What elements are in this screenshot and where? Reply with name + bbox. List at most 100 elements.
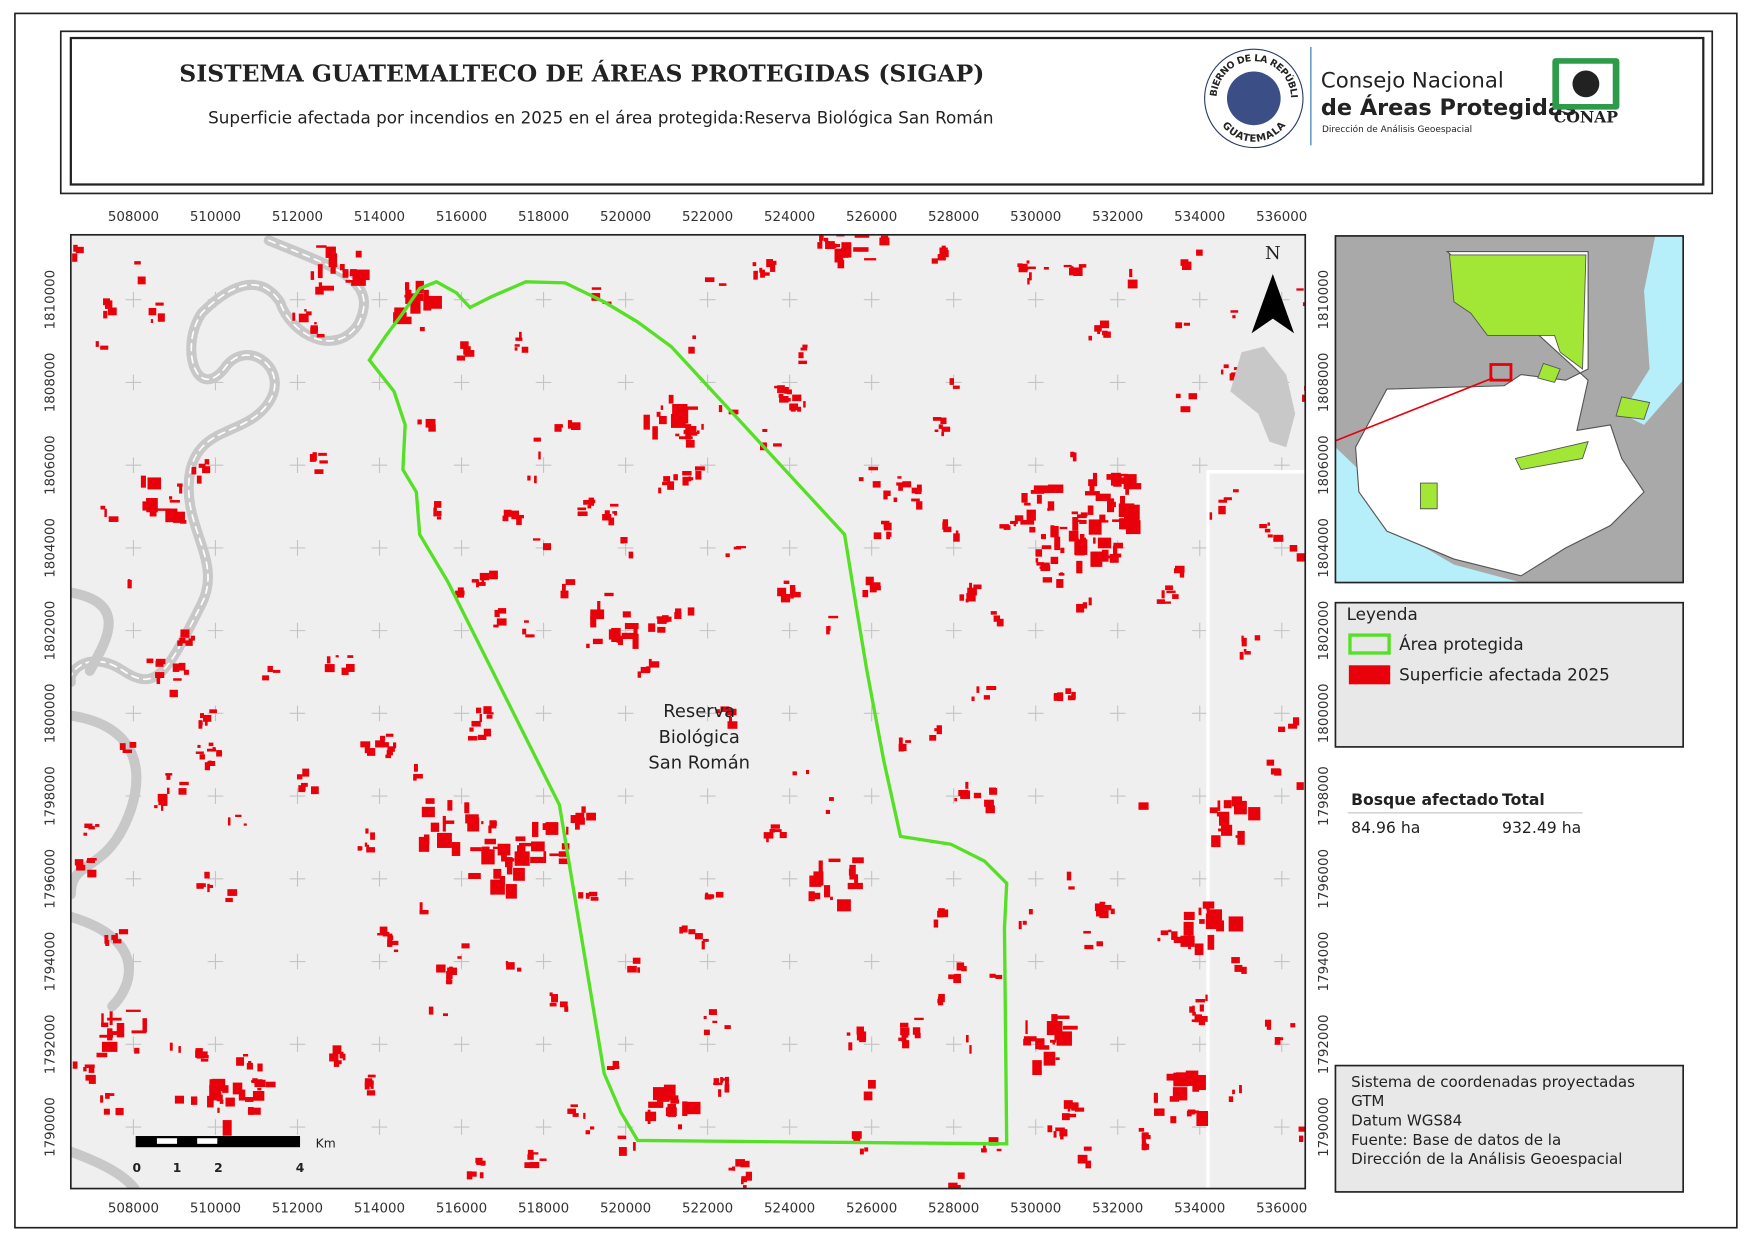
fire-patch bbox=[86, 859, 95, 863]
fire-patch bbox=[952, 385, 960, 389]
fire-patch bbox=[981, 1148, 987, 1153]
fire-patch bbox=[517, 967, 522, 972]
north-label: N bbox=[1265, 243, 1281, 264]
x-tick-label: 526000 bbox=[846, 210, 897, 225]
fire-patch bbox=[837, 259, 845, 269]
fire-patch bbox=[385, 754, 392, 759]
fire-patch bbox=[100, 505, 106, 510]
grid-cross bbox=[371, 291, 388, 308]
fire-patch bbox=[989, 788, 998, 795]
river-centerline bbox=[70, 239, 365, 683]
fire-patch bbox=[352, 275, 360, 282]
grid-cross bbox=[617, 788, 634, 804]
fire-patch bbox=[826, 626, 830, 635]
grid-cross bbox=[945, 540, 962, 556]
fire-patch bbox=[423, 834, 430, 845]
grid-cross bbox=[125, 457, 142, 473]
fire-patch bbox=[682, 470, 692, 476]
fire-patch bbox=[154, 805, 158, 809]
y-tick-label: 1800000 bbox=[1317, 684, 1332, 744]
fire-patch bbox=[172, 663, 180, 672]
grid-cross bbox=[371, 374, 388, 391]
fire-patch bbox=[1053, 1131, 1057, 1138]
fire-patch bbox=[656, 411, 661, 417]
fire-patch bbox=[179, 483, 183, 494]
fire-patch bbox=[198, 720, 203, 729]
fire-patch bbox=[104, 508, 107, 517]
fire-patch bbox=[657, 617, 667, 624]
fire-patch bbox=[514, 856, 526, 861]
fire-patch bbox=[1234, 964, 1243, 972]
fire-patch bbox=[436, 510, 442, 517]
fire-patch bbox=[1241, 966, 1247, 974]
fire-patch bbox=[84, 1064, 95, 1069]
fire-patch bbox=[304, 309, 307, 312]
grid-cross bbox=[617, 291, 634, 308]
fire-patch bbox=[1061, 1113, 1070, 1121]
inset-sea bbox=[1335, 447, 1522, 583]
grid-cross bbox=[1191, 1036, 1208, 1053]
fire-patch bbox=[105, 1093, 115, 1096]
fire-patch bbox=[856, 1026, 864, 1035]
fire-patch bbox=[575, 812, 585, 821]
grid-cross bbox=[535, 622, 552, 639]
rivers bbox=[70, 235, 369, 1189]
fire-patch bbox=[1118, 503, 1135, 518]
grid-cross bbox=[617, 871, 634, 887]
y-tick-label: 1810000 bbox=[1317, 270, 1332, 330]
fire-patch bbox=[1021, 492, 1028, 503]
x-tick-label: 524000 bbox=[764, 1202, 815, 1217]
grid-cross bbox=[781, 788, 798, 804]
fire-patch bbox=[1216, 920, 1225, 932]
fire-patch bbox=[505, 884, 517, 899]
fire-patch bbox=[1267, 522, 1270, 526]
org-line2: de Áreas Protegidas bbox=[1321, 93, 1576, 121]
fire-patch bbox=[1056, 1031, 1072, 1046]
fire-patch bbox=[778, 393, 784, 398]
fire-patch bbox=[428, 424, 436, 432]
grid-cross bbox=[289, 705, 306, 722]
fire-patch bbox=[380, 735, 386, 741]
grid-cross bbox=[1191, 953, 1208, 970]
fire-patch bbox=[1099, 514, 1106, 523]
fire-patch bbox=[818, 860, 823, 873]
grid-cross bbox=[1191, 374, 1208, 391]
fire-patch bbox=[517, 514, 524, 519]
x-tick-label: 530000 bbox=[1010, 210, 1061, 225]
fire-patch bbox=[127, 579, 131, 585]
fire-patch bbox=[1154, 1108, 1165, 1116]
x-tick-label: 528000 bbox=[928, 1202, 979, 1217]
fire-patch bbox=[72, 253, 78, 262]
fire-patch bbox=[1033, 485, 1049, 493]
scale-bar-segment bbox=[156, 1138, 178, 1144]
fire-patch bbox=[178, 788, 187, 795]
fire-patch bbox=[107, 1028, 113, 1041]
fire-patch bbox=[1153, 1092, 1158, 1103]
fire-patch bbox=[694, 933, 703, 940]
x-tick-label: 512000 bbox=[272, 1202, 323, 1217]
fire-patch bbox=[1077, 1154, 1088, 1164]
fire-patch bbox=[1218, 505, 1226, 515]
fire-patch bbox=[292, 312, 296, 321]
grid-cross bbox=[289, 291, 306, 308]
fire-patch bbox=[377, 932, 386, 936]
fire-patch bbox=[424, 289, 429, 301]
grid-cross bbox=[453, 374, 470, 391]
fire-patch bbox=[436, 964, 446, 973]
fire-patch bbox=[366, 1090, 376, 1096]
fire-patch bbox=[567, 420, 573, 429]
fire-patch bbox=[1070, 266, 1074, 272]
fire-patch bbox=[539, 1158, 547, 1162]
fire-patch bbox=[1206, 902, 1210, 911]
fire-patch bbox=[1221, 824, 1233, 836]
fire-patch bbox=[1172, 594, 1179, 599]
fire-patch bbox=[986, 686, 997, 691]
fire-patch bbox=[686, 1101, 701, 1115]
fire-patch bbox=[938, 424, 943, 429]
fire-patch bbox=[140, 475, 146, 488]
fire-patch bbox=[351, 280, 366, 286]
y-tick-label: 1790000 bbox=[1317, 1097, 1332, 1157]
fire-patch bbox=[359, 270, 369, 275]
fire-patch bbox=[658, 416, 667, 425]
